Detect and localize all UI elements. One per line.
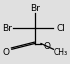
Text: O: O xyxy=(2,48,9,57)
Text: Br: Br xyxy=(30,4,40,13)
Text: Br: Br xyxy=(2,24,12,33)
Text: CH₃: CH₃ xyxy=(54,48,68,57)
Text: Cl: Cl xyxy=(57,24,66,33)
Text: O: O xyxy=(44,42,51,51)
